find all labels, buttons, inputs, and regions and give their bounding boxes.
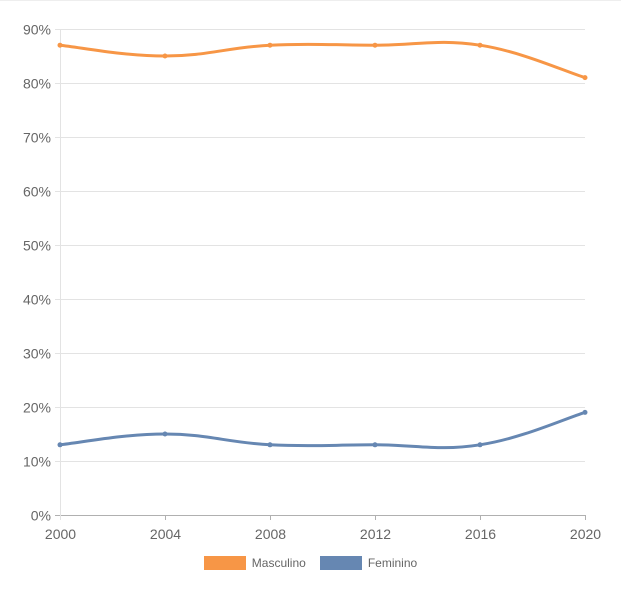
y-tick-label: 40% — [23, 292, 51, 308]
y-tick-label: 90% — [23, 22, 51, 38]
y-tick-label: 60% — [23, 184, 51, 200]
data-point-feminino — [57, 442, 63, 448]
series-line-masculino — [58, 40, 587, 80]
data-point-masculino — [372, 42, 378, 48]
series-lines — [57, 40, 588, 450]
legend-swatch-feminino — [319, 556, 362, 570]
x-tick-label: 2000 — [45, 526, 76, 542]
x-tick-label: 2012 — [360, 526, 391, 542]
legend-item-masculino[interactable]: Masculino — [203, 556, 306, 570]
data-point-feminino — [477, 442, 483, 448]
x-axis-ticks: 2000 2004 2008 2012 2016 2020 — [45, 526, 601, 542]
x-tick-label: 2008 — [255, 526, 286, 542]
data-point-feminino — [162, 431, 168, 437]
y-tick-label: 50% — [23, 238, 51, 254]
data-point-feminino — [582, 409, 588, 415]
y-tick-label: 70% — [23, 130, 51, 146]
data-point-feminino — [372, 442, 378, 448]
y-tick-label: 10% — [23, 454, 51, 470]
legend: Masculino Feminino — [0, 556, 621, 570]
data-point-masculino — [162, 53, 168, 59]
data-point-masculino — [57, 42, 63, 48]
gridlines — [55, 29, 586, 520]
y-tick-label: 0% — [31, 508, 51, 524]
data-point-masculino — [477, 42, 483, 48]
data-point-masculino — [582, 75, 588, 81]
legend-label-masculino: Masculino — [251, 556, 306, 570]
legend-label-feminino: Feminino — [367, 556, 418, 570]
y-axis-ticks: 0% 10% 20% 30% 40% 50% 60% 70% 80% 90% — [23, 22, 51, 524]
data-point-masculino — [267, 42, 273, 48]
legend-item-feminino[interactable]: Feminino — [319, 556, 418, 570]
data-point-feminino — [267, 442, 273, 448]
y-tick-label: 20% — [23, 400, 51, 416]
x-tick-label: 2020 — [570, 526, 601, 542]
x-tick-label: 2016 — [465, 526, 496, 542]
x-tick-label: 2004 — [150, 526, 181, 542]
y-tick-label: 80% — [23, 76, 51, 92]
y-tick-label: 30% — [23, 346, 51, 362]
series-line-feminino — [58, 410, 587, 450]
legend-swatch-masculino — [203, 556, 246, 570]
top-border — [0, 0, 621, 1]
